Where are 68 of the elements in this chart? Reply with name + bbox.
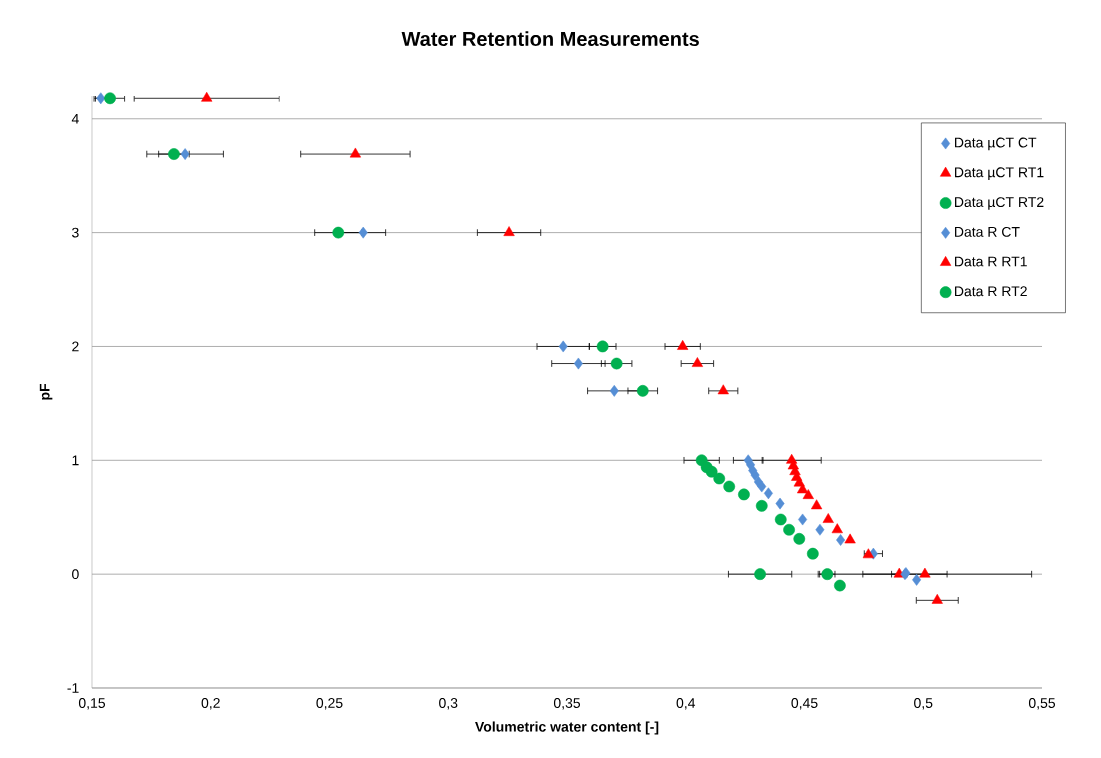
legend-label: Data µCT RT1 (955, 167, 1044, 181)
x-tick-label: 0,15 (78, 698, 106, 710)
point (723, 480, 736, 493)
point (822, 513, 834, 523)
point (573, 357, 583, 370)
point (717, 384, 729, 395)
x-tick-label: 0,35 (553, 698, 581, 710)
legend-label: Data µCT CT (955, 137, 1037, 151)
point (757, 480, 767, 493)
point (636, 384, 649, 397)
point (802, 489, 814, 499)
point (754, 568, 766, 581)
point (349, 147, 361, 158)
point (797, 483, 809, 494)
x-tick-label: 0,4 (676, 698, 696, 710)
point (919, 567, 931, 578)
y-tick-label: 2 (72, 341, 79, 352)
point (738, 488, 750, 501)
point (775, 497, 785, 510)
point (774, 513, 787, 526)
point (763, 487, 773, 500)
legend-label: Data R RT2 (955, 286, 1027, 297)
point (793, 532, 806, 545)
y-tick-label: -1 (67, 683, 79, 693)
point (104, 92, 116, 105)
y-axis-title: pF (39, 383, 53, 400)
chart-title: Water Retention Measurements (401, 31, 699, 46)
point (798, 513, 808, 526)
y-tick-label: 3 (72, 227, 79, 238)
point (912, 573, 922, 586)
point (596, 340, 609, 353)
y-tick-label: 0 (72, 569, 79, 580)
point (815, 523, 825, 536)
x-axis-title: Volumetric water content [-] (475, 721, 659, 735)
point (691, 357, 703, 367)
point (811, 499, 823, 510)
point (844, 533, 856, 544)
point (180, 148, 190, 160)
point (806, 547, 819, 560)
point (201, 91, 213, 102)
point (168, 148, 180, 160)
point (358, 226, 368, 239)
legend-label: Data R RT1 (955, 256, 1027, 267)
point (705, 465, 718, 478)
y-tick-label: 1 (72, 455, 79, 466)
legend-label: Data R CT (955, 226, 1020, 237)
point (755, 499, 768, 512)
point (713, 472, 726, 485)
x-tick-label: 0,3 (439, 698, 458, 710)
point (610, 357, 623, 370)
point (836, 534, 846, 546)
point (862, 548, 874, 559)
y-tick-label: 4 (71, 113, 79, 124)
point (834, 579, 846, 592)
x-tick-label: 0,45 (791, 698, 818, 710)
point (783, 523, 795, 536)
point (677, 340, 689, 350)
point (609, 384, 619, 397)
x-tick-label: 0,5 (914, 698, 933, 710)
point (332, 226, 345, 239)
x-tick-label: 0,25 (316, 698, 343, 710)
point (503, 226, 515, 236)
x-tick-label: 0,55 (1028, 698, 1056, 710)
legend-label: Data µCT RT2 (955, 197, 1044, 210)
x-tick-label: 0,2 (201, 698, 220, 710)
point (831, 523, 843, 534)
point (931, 593, 943, 604)
point (558, 340, 568, 353)
